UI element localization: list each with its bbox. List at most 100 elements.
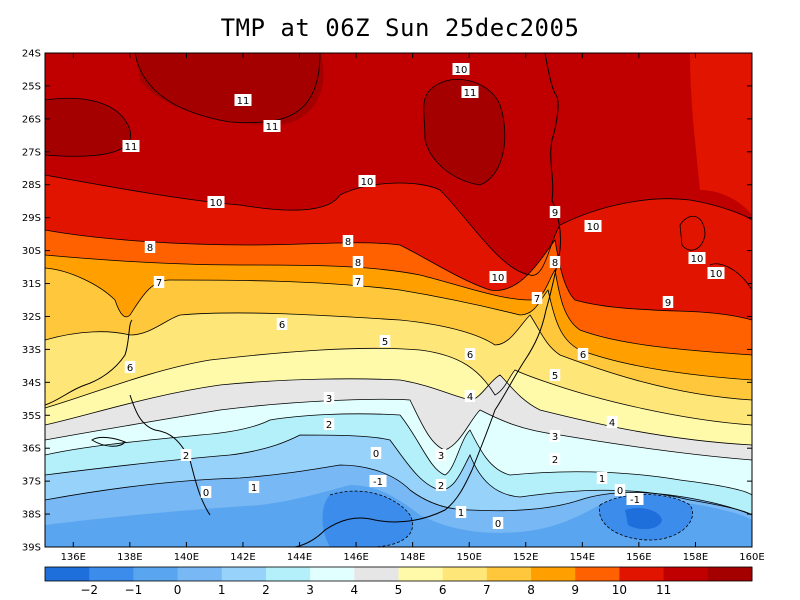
contour-label-bg (144, 241, 156, 253)
lat-tick-label: 32S (22, 312, 41, 323)
contour-label: 8 (355, 258, 361, 269)
contour-label-bg (323, 392, 335, 404)
contour-label: 11 (266, 122, 279, 133)
band-11-core-west (45, 98, 131, 157)
lon-tick-label: 146E (343, 552, 368, 563)
lat-tick-label: 36S (22, 444, 41, 455)
colorbar-label: −1 (125, 583, 143, 597)
contour-label: 4 (467, 392, 473, 403)
contour-label-bg (323, 418, 335, 430)
colorbar-swatch (310, 567, 355, 581)
contour-line-6 (45, 312, 752, 401)
contour-label-bg (531, 292, 543, 304)
contour-label-bg (464, 348, 476, 360)
contour-label: 9 (552, 208, 558, 219)
lat-tick-label: 37S (22, 477, 41, 488)
lon-tick-label: 156E (626, 552, 651, 563)
contour-label: 3 (326, 394, 332, 405)
colorbar-label: −2 (80, 583, 98, 597)
contour-line-8 (45, 254, 752, 356)
contour-label: -1 (630, 495, 640, 506)
colorbar-swatch (354, 567, 399, 581)
contour-label: 6 (580, 350, 586, 361)
colorbar-label: 7 (483, 583, 491, 597)
contour-label-bg (352, 275, 364, 287)
lat-tick-label: 31S (22, 279, 41, 290)
lon-tick-label: 136E (61, 552, 86, 563)
colorbar: −2 −1 0 1 2 3 4 5 6 7 8 9 10 11 (44, 566, 753, 597)
contour-line-0 (45, 464, 752, 516)
lon-tick-label: 152E (513, 552, 538, 563)
contour-label-bg (492, 517, 504, 529)
coastline-gulf (45, 319, 133, 406)
contour-label: 2 (326, 420, 332, 431)
contour-line-11-b (134, 53, 321, 124)
contour-label-bg (180, 449, 192, 461)
colorbar-swatch (575, 567, 620, 581)
contour-label: 11 (237, 96, 250, 107)
contour-label: 7 (355, 277, 361, 288)
colorbar-label: 3 (306, 583, 314, 597)
lat-tick-label: 30S (22, 246, 41, 257)
contour-label: 8 (552, 258, 558, 269)
lon-tick-label: 148E (400, 552, 425, 563)
colorbar-swatch (442, 567, 488, 581)
contour-label: 2 (552, 455, 558, 466)
contour-label-bg (549, 430, 561, 442)
coastline-south (129, 394, 211, 516)
contour-label: 0 (495, 519, 501, 530)
contour-label: 5 (382, 337, 388, 348)
contour-label-bg (452, 63, 470, 75)
colorbar-swatch (45, 567, 90, 581)
colorbar-label: 2 (262, 583, 270, 597)
lat-tick-label: 26S (22, 114, 41, 125)
contour-line-11-a (45, 97, 132, 157)
colorbar-swatch (707, 567, 753, 581)
lat-tick-label: 24S (22, 49, 41, 60)
contour-label: 10 (691, 254, 704, 265)
colorbar-swatch (619, 567, 665, 581)
lon-tick-label: 142E (230, 552, 255, 563)
contour-label: 0 (203, 488, 209, 499)
contour-label-bg (549, 206, 561, 218)
contour-label-bg (379, 335, 391, 347)
contour-label: -1 (373, 477, 383, 488)
contour-line-9 (45, 229, 752, 321)
contour-label-bg (207, 196, 225, 208)
contour-label-bg (489, 271, 507, 283)
colorbar-swatch (177, 567, 223, 581)
band-coldest (625, 508, 662, 530)
contour-label-bg (461, 86, 479, 98)
lon-tick-label: 138E (117, 552, 142, 563)
contour-label-bg (549, 369, 561, 381)
contour-label-bg (549, 256, 561, 268)
contour-label-bg (662, 296, 674, 308)
contour-label: 3 (552, 432, 558, 443)
contour-label-bg (435, 479, 447, 491)
contour-label-bg (248, 481, 260, 493)
lat-tick-label: 38S (22, 510, 41, 521)
contour-label-bg (707, 267, 725, 279)
contour-label-bg (614, 484, 626, 496)
lon-tick-label: 150E (456, 552, 481, 563)
contour-label: 10 (587, 222, 600, 233)
lon-tick-label: 154E (570, 552, 595, 563)
colorbar-label: 11 (656, 583, 671, 597)
contour-label: 6 (127, 363, 133, 374)
latitude-axis: 24S 25S 26S 27S 28S 29S 30S 31S 32S 33S 34S 35S 36S 3… (22, 49, 752, 554)
contour-label: 6 (467, 350, 473, 361)
colorbar-swatch (221, 567, 267, 581)
band-9-10-ne (690, 53, 752, 215)
contour-label: 8 (345, 237, 351, 248)
lon-tick-label: 144E (287, 552, 312, 563)
contour-label: 7 (534, 294, 540, 305)
contour-label-bg (352, 256, 364, 268)
contour-label-bg (596, 472, 608, 484)
contour-label-bg (370, 447, 382, 459)
coastline (45, 53, 561, 547)
colorbar-label: 5 (395, 583, 403, 597)
contour-line-m1-a (329, 490, 413, 547)
contour-label: 10 (492, 273, 505, 284)
